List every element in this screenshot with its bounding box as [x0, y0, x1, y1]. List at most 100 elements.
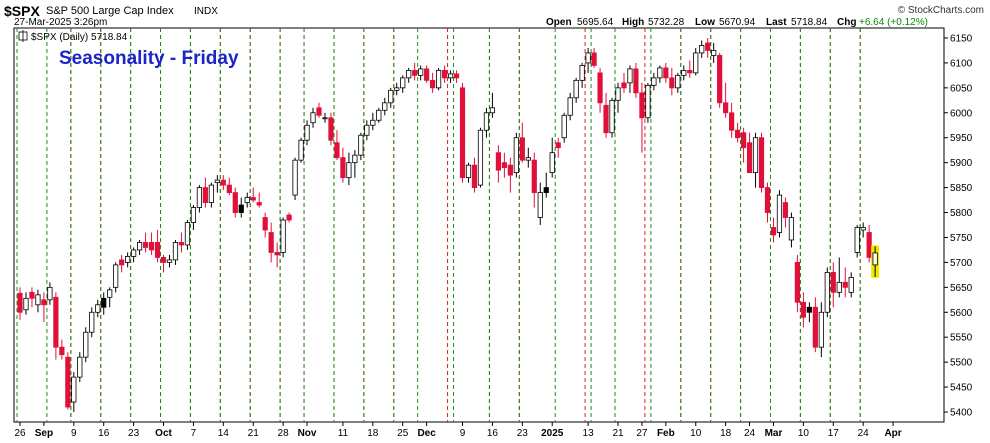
y-tick-label: 5750: [950, 233, 973, 244]
x-tick-label: 9: [71, 428, 77, 438]
y-tick-label: 5600: [950, 308, 973, 319]
candle-body: [388, 89, 394, 104]
high-value: 5732.28: [648, 17, 685, 28]
y-tick-label: 5850: [950, 183, 973, 194]
candle-body: [83, 331, 89, 358]
candle-body: [585, 52, 591, 64]
candle-body: [160, 257, 167, 263]
candle-body: [441, 69, 448, 79]
candle-body: [782, 202, 789, 218]
candle-body: [268, 232, 274, 253]
y-tick-label: 6100: [950, 58, 973, 69]
candle-body: [477, 129, 484, 186]
candle-body: [238, 204, 244, 213]
candle-body: [435, 69, 442, 89]
candle-body: [848, 276, 854, 293]
candle-body: [352, 154, 358, 164]
candle-body: [681, 69, 687, 76]
candle-body: [298, 139, 304, 161]
y-tick-label: 5500: [950, 358, 973, 369]
x-tick-label: 24: [858, 428, 870, 438]
y-tick-label: 5800: [950, 208, 973, 219]
x-tick-label: 25: [397, 428, 409, 438]
candle-body: [513, 137, 519, 174]
candle-body: [142, 242, 149, 248]
x-tick-label: 10: [690, 428, 702, 438]
candle-body: [394, 87, 400, 91]
y-tick-label: 6150: [950, 33, 973, 44]
candle-body: [196, 187, 202, 208]
candle-body: [854, 227, 860, 253]
candle-body: [549, 152, 555, 174]
candle-body: [543, 187, 549, 193]
symbol-label: $SPX: [4, 3, 40, 19]
candle-body: [334, 142, 340, 159]
candle-body: [836, 281, 842, 293]
candle-body: [89, 311, 95, 333]
candle-body: [669, 77, 675, 89]
x-tick-label: 28: [278, 428, 290, 438]
candle-body: [770, 227, 777, 236]
candle-body: [154, 242, 161, 258]
candle-body: [400, 77, 406, 89]
x-tick-label: 10: [798, 428, 810, 438]
candle-body: [555, 142, 561, 149]
candle-body: [418, 68, 424, 76]
seasonality-title: Seasonality - Friday: [59, 48, 239, 69]
x-tick-label: 21: [248, 428, 260, 438]
candle-body: [382, 102, 388, 111]
candle-body: [866, 232, 872, 258]
candle-body: [322, 117, 328, 120]
candle-body: [495, 152, 502, 171]
y-tick-label: 5550: [950, 333, 973, 344]
chg-label: Chg: [837, 17, 856, 28]
candle-body: [657, 67, 663, 79]
candle-body: [824, 271, 830, 313]
candle-body: [340, 157, 346, 179]
candle-body: [567, 97, 573, 116]
candle-body: [376, 109, 382, 121]
candle-body: [705, 42, 711, 51]
low-label: Low: [695, 17, 715, 28]
candle-body: [627, 68, 633, 84]
low-value: 5670.94: [719, 17, 756, 28]
candle-body: [23, 297, 29, 311]
candle-body: [316, 107, 322, 116]
x-tick-label: Feb: [657, 428, 675, 438]
candle-body: [525, 157, 531, 161]
candle-body: [806, 306, 812, 313]
candle-body: [292, 159, 298, 196]
candle-body: [226, 184, 232, 193]
candle-body: [699, 45, 705, 54]
candle-body: [166, 259, 173, 263]
candle-body: [812, 306, 818, 348]
candle-body: [842, 281, 848, 288]
candle-body: [304, 124, 310, 141]
candle-body: [119, 259, 125, 266]
candle-body: [430, 79, 436, 89]
candle-body: [370, 119, 376, 126]
candle-body: [788, 217, 795, 241]
candle-body: [274, 252, 280, 256]
candle-body: [740, 132, 747, 149]
candle-body: [519, 137, 525, 161]
y-tick-label: 5650: [950, 283, 973, 294]
candle-body: [621, 82, 627, 89]
open-value: 5695.64: [577, 17, 614, 28]
y-tick-label: 5400: [950, 408, 973, 419]
candle-body: [131, 249, 137, 257]
y-tick-label: 5900: [950, 158, 973, 169]
candle-body: [537, 192, 543, 218]
candle-body: [17, 292, 23, 313]
candle-body: [872, 252, 878, 266]
candle-body: [729, 112, 735, 131]
candle-body: [735, 129, 741, 139]
candle-body: [232, 192, 238, 213]
x-tick-label: 18: [720, 428, 732, 438]
candle-body: [202, 187, 208, 203]
candle-body: [830, 271, 836, 293]
candle-body: [244, 197, 250, 203]
candle-body: [358, 134, 364, 156]
candle-body: [597, 72, 603, 104]
candles: [17, 37, 880, 413]
